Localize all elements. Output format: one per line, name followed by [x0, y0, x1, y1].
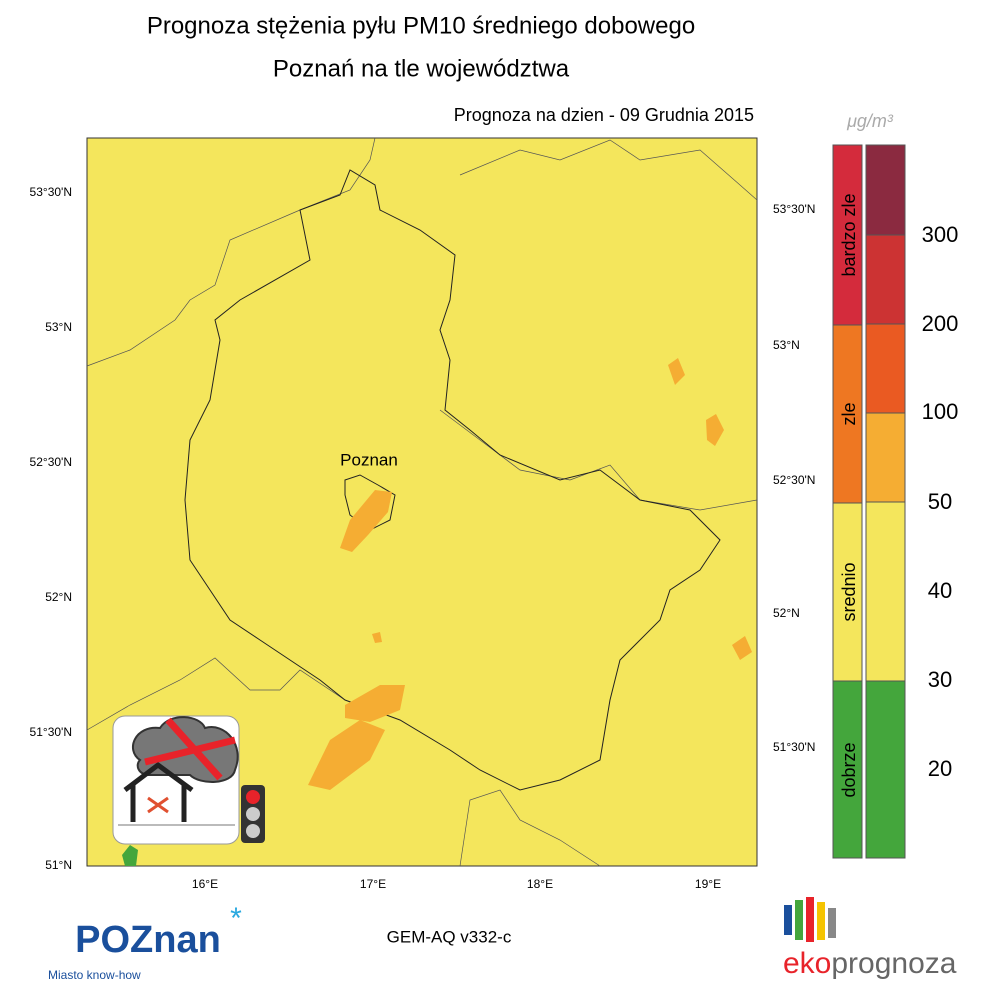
scale-band	[865, 144, 906, 236]
lat-tick-label: 51°30'N	[30, 725, 72, 739]
pollution-area	[340, 490, 392, 552]
icon	[112, 715, 265, 845]
pollution-area	[732, 636, 752, 660]
boundary	[459, 139, 758, 201]
scale-band	[865, 234, 906, 325]
lat-tick-label: 52°30'N	[30, 455, 72, 469]
voivodeship-border	[184, 169, 721, 791]
lat-tick-label: 53°30'N	[30, 185, 72, 199]
category-label: srednio	[839, 562, 859, 621]
city-label: Poznan	[340, 450, 398, 469]
lat-tick-label: 52°30'N	[773, 473, 815, 487]
scale-label: 100	[922, 399, 959, 424]
lon-tick-label: 18°E	[527, 877, 553, 891]
scale-label: 200	[922, 311, 959, 336]
unit: μg/m³	[846, 111, 894, 131]
category-band	[832, 680, 863, 859]
lon-tick-label: 17°E	[360, 877, 386, 891]
lat-tick-label: 53°N	[773, 338, 800, 352]
scale-band	[865, 680, 906, 859]
city-border	[344, 474, 396, 531]
logo-poznan: POZnan	[75, 919, 221, 961]
legend: μg/m³ bardzo zle zle srednio dobrze 300 …	[832, 111, 959, 859]
logo-tagline: Miasto know-how	[48, 968, 141, 982]
title: Poznań na tle województwa	[273, 55, 570, 82]
scale-label: 30	[928, 667, 952, 692]
forecast-date: Prognoza na dzien - 09 Grudnia 2015	[454, 105, 754, 125]
category-label: bardzo zle	[839, 193, 859, 276]
footer: POZnan * Miasto know-how GEM-AQ v332-c e…	[48, 897, 957, 982]
lon-tick-label: 19°E	[695, 877, 721, 891]
pollution-area	[372, 632, 382, 643]
lon-tick-label: 16°E	[192, 877, 218, 891]
boundary	[459, 789, 601, 867]
scale-band	[865, 323, 906, 414]
logo-star: *	[230, 902, 242, 935]
category-label: zle	[839, 402, 859, 425]
logo-prognoza-part: prognoza	[831, 947, 956, 980]
scale-label: 40	[928, 578, 952, 603]
scale-band	[865, 412, 906, 503]
pollution-area	[668, 358, 685, 385]
boundary	[86, 137, 376, 367]
pollution-area	[706, 414, 724, 446]
category-band	[832, 144, 863, 326]
scale-label: 20	[928, 756, 952, 781]
lat-tick-label: 51°N	[45, 858, 72, 872]
logo-eko: ekoprognoza	[783, 947, 957, 980]
scale-band	[865, 501, 906, 682]
lat-tick-label: 53°30'N	[773, 202, 815, 216]
pollution-area	[308, 720, 385, 790]
logo-bars	[784, 897, 836, 942]
title: Prognoza stężenia pyłu PM10 średniego do…	[147, 12, 695, 39]
logo-eko-part: eko	[783, 947, 831, 980]
lat-tick-label: 51°30'N	[773, 740, 815, 754]
pollution-area	[345, 685, 405, 722]
pollution-area	[122, 845, 138, 866]
scale-label: 50	[928, 489, 952, 514]
lat-tick-label: 52°N	[45, 590, 72, 604]
boundary	[86, 657, 346, 731]
scale-label: 300	[922, 222, 959, 247]
lat-tick-label: 52°N	[773, 606, 800, 620]
category-band	[832, 324, 863, 504]
lat-tick-label: 53°N	[45, 320, 72, 334]
map: Poznan 53°30'N 53°N 52°30'N 52°N 51°30'N…	[30, 137, 815, 891]
category-band	[832, 502, 863, 682]
model-label: GEM-AQ v332-c	[387, 927, 512, 946]
category-label: dobrze	[839, 742, 859, 797]
